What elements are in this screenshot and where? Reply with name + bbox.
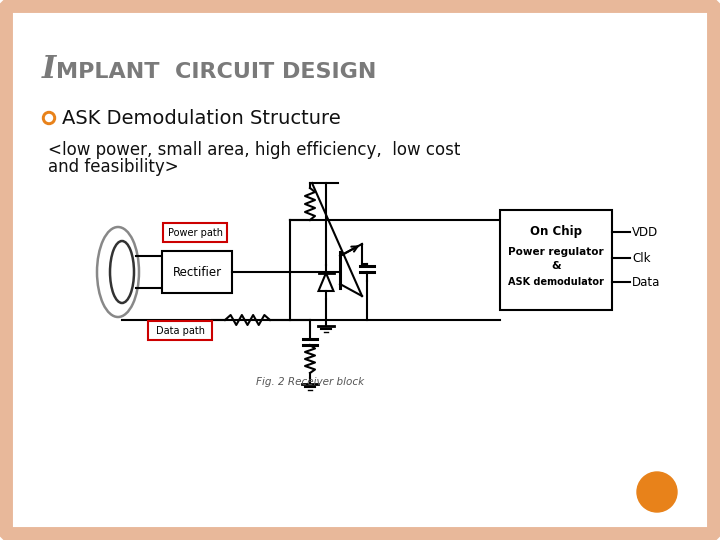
FancyBboxPatch shape	[6, 6, 714, 534]
Circle shape	[42, 111, 55, 125]
Text: MPLANT  CIRCUIT DESIGN: MPLANT CIRCUIT DESIGN	[56, 62, 377, 82]
Circle shape	[45, 114, 53, 122]
Text: I: I	[42, 54, 56, 85]
Text: On Chip: On Chip	[530, 226, 582, 239]
Text: Fig. 2 Receiver block: Fig. 2 Receiver block	[256, 377, 364, 387]
Bar	[162, 251, 232, 293]
Text: &: &	[552, 261, 561, 271]
Text: Data: Data	[632, 275, 660, 288]
Text: Data path: Data path	[156, 326, 204, 335]
Circle shape	[637, 472, 677, 512]
Bar	[148, 321, 212, 340]
Bar	[500, 210, 612, 310]
Text: Power path: Power path	[168, 227, 222, 238]
Text: VDD: VDD	[632, 226, 658, 239]
Text: Clk: Clk	[632, 252, 650, 265]
Text: <low power, small area, high efficiency,  low cost: <low power, small area, high efficiency,…	[48, 141, 460, 159]
Text: ASK demodulator: ASK demodulator	[508, 277, 604, 287]
Text: ASK Demodulation Structure: ASK Demodulation Structure	[62, 109, 341, 127]
Text: Rectifier: Rectifier	[172, 266, 222, 279]
Bar	[163, 223, 227, 242]
Text: Power regulator: Power regulator	[508, 247, 604, 257]
Text: and feasibility>: and feasibility>	[48, 158, 179, 176]
